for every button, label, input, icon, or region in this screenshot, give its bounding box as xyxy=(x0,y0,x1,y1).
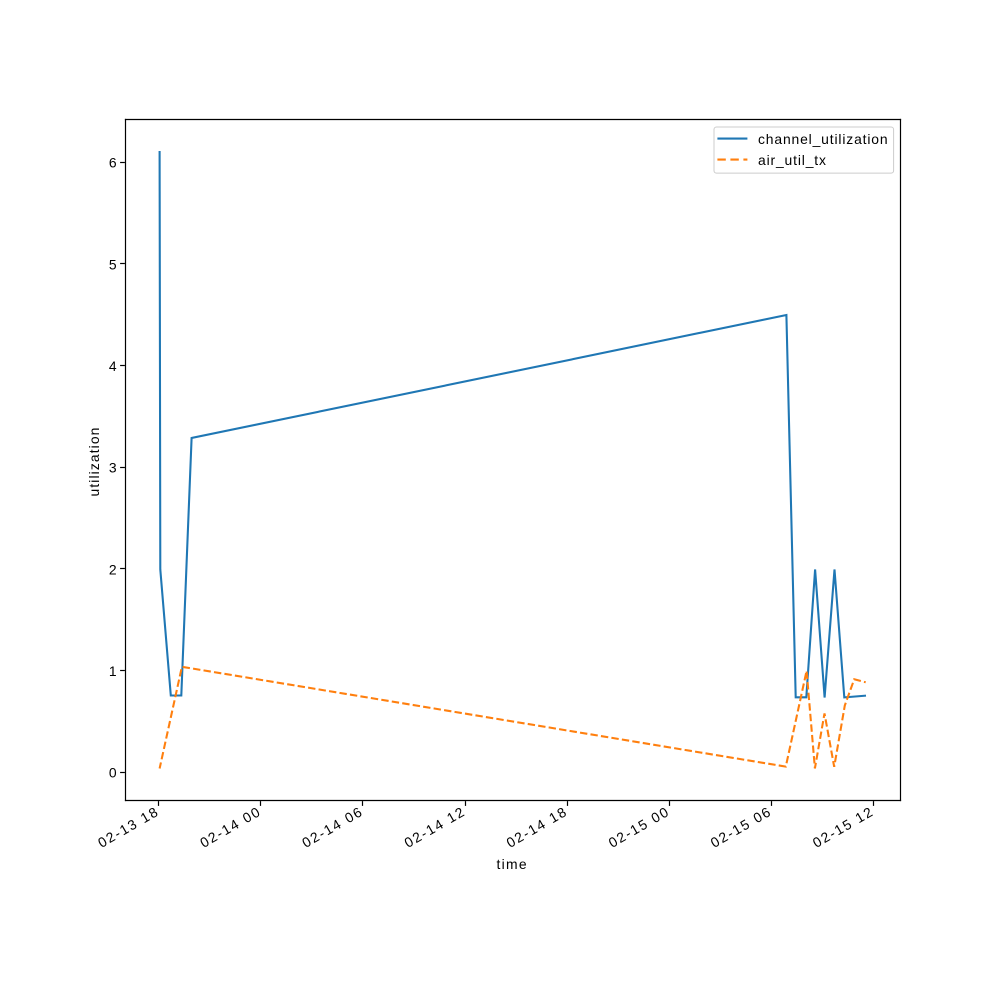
svg-text:time: time xyxy=(496,856,527,872)
svg-text:0: 0 xyxy=(109,765,118,781)
svg-text:4: 4 xyxy=(109,358,118,374)
svg-text:utilization: utilization xyxy=(86,426,102,496)
svg-text:5: 5 xyxy=(109,256,118,272)
svg-text:02-15 00: 02-15 00 xyxy=(606,803,673,851)
svg-text:1: 1 xyxy=(109,663,118,679)
svg-text:02-14 00: 02-14 00 xyxy=(197,803,264,851)
svg-text:02-15 12: 02-15 12 xyxy=(810,803,877,851)
svg-text:02-14 18: 02-14 18 xyxy=(503,803,570,851)
svg-text:3: 3 xyxy=(109,460,118,476)
svg-text:02-13 18: 02-13 18 xyxy=(95,803,162,851)
svg-text:02-14 12: 02-14 12 xyxy=(401,803,468,851)
svg-text:channel_utilization: channel_utilization xyxy=(758,131,888,147)
svg-text:air_util_tx: air_util_tx xyxy=(758,152,827,168)
svg-text:02-15 06: 02-15 06 xyxy=(708,803,775,851)
svg-text:6: 6 xyxy=(109,155,118,171)
svg-text:2: 2 xyxy=(109,561,118,577)
svg-text:02-14 06: 02-14 06 xyxy=(299,803,366,851)
